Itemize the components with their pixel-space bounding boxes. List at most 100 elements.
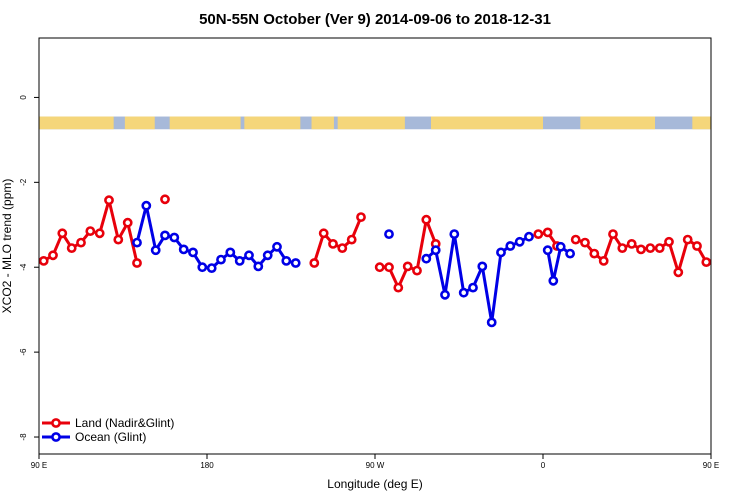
ocean-point bbox=[384, 229, 394, 239]
land-point bbox=[710, 259, 711, 263]
surface-strip bbox=[39, 116, 711, 130]
ocean-series bbox=[132, 200, 575, 328]
ocean-point bbox=[253, 261, 264, 272]
ocean-point bbox=[290, 258, 301, 268]
land-point bbox=[626, 238, 637, 249]
ocean-point bbox=[496, 247, 506, 258]
y-tick-label: -8 bbox=[19, 433, 28, 441]
land-point bbox=[39, 256, 49, 266]
y-tick-label: 0 bbox=[19, 95, 28, 100]
y-axis: 0 -2 -4 -6 -8 bbox=[19, 95, 39, 441]
y-axis-label: XCO2 - MLO trend (ppm) bbox=[0, 179, 14, 314]
ocean-point bbox=[197, 262, 208, 273]
land-point bbox=[113, 234, 124, 245]
land-point bbox=[664, 236, 674, 247]
ocean-point bbox=[206, 263, 217, 273]
land-point bbox=[356, 212, 366, 222]
ocean-point bbox=[486, 317, 497, 328]
x-tick-label: 90 W bbox=[366, 461, 385, 470]
ocean-point bbox=[477, 261, 488, 272]
chart-title: 50N-55N October (Ver 9) 2014-09-06 to 20… bbox=[199, 11, 551, 28]
strip-land-span bbox=[39, 116, 114, 130]
ocean-point bbox=[555, 241, 566, 252]
series-layer bbox=[39, 194, 747, 328]
ocean-point bbox=[244, 250, 254, 261]
land-point bbox=[654, 243, 665, 253]
land-point bbox=[589, 248, 600, 259]
ocean-point bbox=[514, 236, 525, 247]
strip-land-span bbox=[169, 116, 241, 130]
ocean-point bbox=[160, 230, 170, 241]
land-series bbox=[39, 194, 747, 293]
land-point bbox=[740, 245, 747, 252]
ocean-point bbox=[132, 237, 142, 248]
land-point bbox=[393, 282, 404, 293]
x-tick-label: 90 E bbox=[31, 461, 47, 470]
ocean-point bbox=[542, 245, 553, 256]
land-point bbox=[617, 243, 628, 253]
land-point bbox=[608, 229, 618, 239]
ocean-point bbox=[169, 232, 180, 243]
x-tick-label: 0 bbox=[541, 461, 546, 470]
land-point bbox=[636, 244, 646, 255]
strip-land-span bbox=[431, 116, 543, 130]
land-point bbox=[673, 267, 684, 278]
ocean-point bbox=[449, 229, 460, 239]
land-point bbox=[412, 265, 422, 276]
ocean-point bbox=[150, 245, 161, 256]
y-tick-label: -4 bbox=[19, 263, 28, 271]
land-point bbox=[48, 250, 58, 261]
land-point bbox=[384, 262, 394, 273]
legend-label: Ocean (Glint) bbox=[75, 430, 146, 444]
land-point bbox=[421, 214, 432, 225]
ocean-point bbox=[524, 231, 534, 242]
land-point bbox=[57, 228, 68, 239]
ocean-point bbox=[225, 247, 236, 258]
land-point bbox=[66, 243, 77, 253]
y-tick-label: -2 bbox=[19, 178, 28, 186]
strip-land-span bbox=[124, 116, 155, 130]
x-tick-label: 90 E bbox=[703, 461, 719, 470]
ocean-point bbox=[458, 287, 469, 298]
legend-marker bbox=[51, 418, 61, 428]
land-point bbox=[692, 241, 702, 251]
land-point bbox=[328, 238, 338, 249]
land-point bbox=[731, 230, 738, 237]
ocean-point bbox=[272, 241, 282, 252]
land-point bbox=[570, 234, 581, 245]
land-point bbox=[160, 194, 170, 205]
land-point bbox=[580, 237, 590, 248]
land-point bbox=[374, 262, 385, 273]
legend: Land (Nadir&Glint)Ocean (Glint) bbox=[42, 416, 174, 444]
land-point bbox=[346, 234, 357, 245]
ocean-point bbox=[141, 200, 152, 211]
land-point bbox=[682, 234, 693, 245]
land-point bbox=[318, 228, 329, 239]
x-axis: 90 E 180 90 W 0 90 E bbox=[31, 454, 719, 470]
strip-land-span bbox=[244, 116, 301, 130]
land-point bbox=[104, 195, 114, 206]
ocean-point bbox=[468, 282, 478, 293]
legend-marker bbox=[51, 432, 61, 442]
ocean-series-line bbox=[546, 245, 571, 283]
ocean-point bbox=[430, 245, 441, 256]
ocean-point bbox=[262, 250, 273, 261]
legend-item-land: Land (Nadir&Glint) bbox=[42, 416, 174, 430]
x-axis-label: Longitude (deg E) bbox=[327, 477, 422, 491]
ocean-point bbox=[440, 289, 450, 300]
ocean-point bbox=[178, 244, 189, 255]
ocean-point bbox=[281, 255, 292, 266]
land-point bbox=[122, 217, 133, 228]
ocean-point bbox=[234, 255, 245, 266]
y-tick-label: -6 bbox=[19, 348, 28, 356]
ocean-point bbox=[548, 275, 559, 286]
land-point bbox=[402, 261, 413, 272]
land-point bbox=[701, 257, 711, 267]
ocean-point bbox=[216, 254, 226, 265]
land-point bbox=[645, 243, 656, 253]
strip-land-span bbox=[311, 116, 334, 130]
land-point bbox=[76, 237, 86, 248]
strip-land-span bbox=[580, 116, 655, 130]
strip-land-span bbox=[692, 116, 711, 130]
